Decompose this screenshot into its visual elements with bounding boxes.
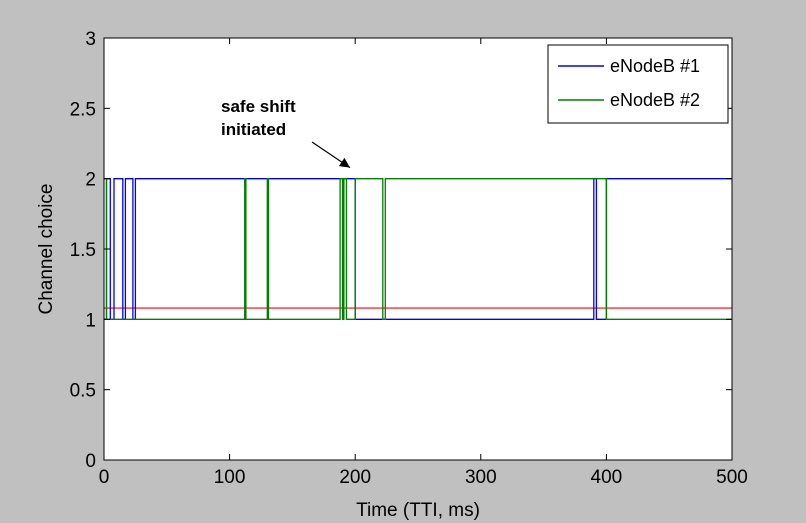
x-tick-label: 400 [591,467,623,488]
series-line-1 [104,178,732,320]
legend-label-2: eNodeB #2 [610,90,700,110]
x-axis-label: Time (TTI, ms) [356,500,480,521]
y-tick-label: 0.5 [70,381,96,402]
annotation-text-line-2: initiated [221,120,286,139]
x-tick-label: 300 [465,467,497,488]
x-tick-label: 0 [99,467,110,488]
x-tick-label: 500 [716,467,748,488]
x-tick-label: 200 [339,467,371,488]
y-tick-label: 1.5 [70,240,96,261]
y-tick-label: 2 [85,170,96,191]
x-tick-label: 100 [214,467,246,488]
legend-box [547,44,729,124]
y-axis-label: Channel choice [36,184,57,315]
y-tick-label: 2.5 [70,99,96,120]
y-tick-label: 1 [85,310,96,331]
annotation-text-line-1: safe shift [221,97,296,116]
y-tick-label: 3 [85,29,96,50]
y-tick-label: 0 [85,451,96,472]
annotation-arrowhead [338,157,350,168]
series-line-2 [104,178,732,320]
legend-label-1: eNodeB #1 [610,56,700,76]
